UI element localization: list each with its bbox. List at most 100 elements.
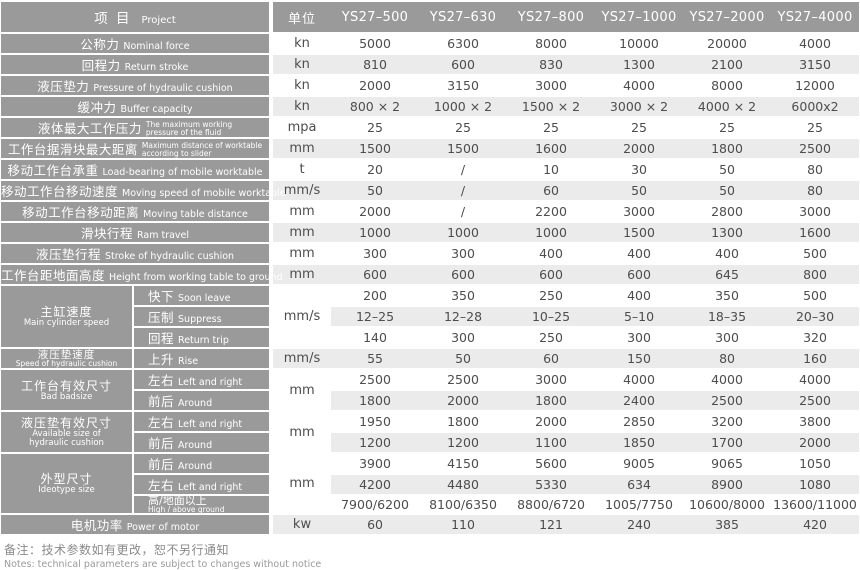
value-cell: 4480 xyxy=(419,474,508,496)
unit-cell: kw xyxy=(271,514,332,536)
value-cell: 2500 xyxy=(683,390,772,412)
value-cell: 350 xyxy=(683,285,772,307)
value-cell: 12–28 xyxy=(419,306,508,328)
value-cell: 3150 xyxy=(419,75,508,97)
value-cell: 1600 xyxy=(507,138,596,160)
value-cell: 300 xyxy=(331,243,420,265)
unit-cell: mm xyxy=(271,453,332,515)
table-row: 工作台距地面高度 Height from working table to gro… xyxy=(1,264,860,286)
label-zh: 左右 xyxy=(148,478,175,493)
unit-cell: mm/s xyxy=(271,348,332,370)
table-row: 液压垫力 Pressure of hydraulic cushion kn 2000 3… xyxy=(1,75,860,97)
label-en: Buffer capacity xyxy=(120,104,193,115)
value-cell: 830 xyxy=(507,54,596,76)
row-label: 移动工作台移动速度 Moving speed of mobile worktabl… xyxy=(1,180,286,202)
label-zh: 前后 xyxy=(148,436,175,451)
label-en: Around xyxy=(178,440,213,451)
value-cell: 12000 xyxy=(771,75,860,97)
value-cell: 25 xyxy=(419,117,508,139)
value-cell: 140 xyxy=(331,327,420,349)
value-cell: 25 xyxy=(771,117,860,139)
value-cell: 1300 xyxy=(595,54,684,76)
value-cell: 1500 xyxy=(331,138,420,160)
value-cell: 240 xyxy=(595,514,684,536)
label-zh: 外型尺寸 xyxy=(40,472,93,486)
value-cell: 10000 xyxy=(595,33,684,55)
value-cell: 8000 xyxy=(683,75,772,97)
table-row: 移动工作台移动速度 Moving speed of mobile worktabl… xyxy=(1,180,860,202)
value-cell: 1500 xyxy=(595,222,684,244)
sub-label: 左右 Left and right xyxy=(131,474,274,496)
value-cell: 600 xyxy=(507,264,596,286)
label-en: Return stroke xyxy=(124,62,189,73)
unit-cell: mm xyxy=(271,243,332,265)
value-cell: 50 xyxy=(595,180,684,202)
value-cell: 1200 xyxy=(419,432,508,454)
label-zh: 回程 xyxy=(148,331,175,346)
value-cell: 2400 xyxy=(595,390,684,412)
sub-label: 前后 Around xyxy=(131,390,274,412)
table-row: 左右 Left and right 4200 4480 5330 634 8900 1080 xyxy=(1,474,860,496)
label-en: Maximum distance of worktable according t… xyxy=(141,140,263,158)
model-header: YS27–500 xyxy=(331,2,420,34)
value-cell: 3150 xyxy=(771,54,860,76)
label-zh: 公称力 xyxy=(80,37,120,52)
label-en: Suppress xyxy=(178,314,222,325)
value-cell: 2850 xyxy=(595,411,684,433)
label-en: Around xyxy=(178,461,213,472)
value-cell: / xyxy=(419,180,508,202)
value-cell: 5–10 xyxy=(595,306,684,328)
label-zh: 液体最大工作压力 xyxy=(37,121,142,136)
label-zh: 液压垫力 xyxy=(37,79,90,94)
label-en: Speed of hydraulic cushion xyxy=(15,359,118,368)
unit-cell: mm xyxy=(271,222,332,244)
sub-label: 前后 Around xyxy=(131,453,274,475)
value-cell: 8000 xyxy=(507,33,596,55)
label-en: Load-bearing of mobile worktable xyxy=(102,167,263,178)
value-cell: 2000 xyxy=(331,75,420,97)
value-cell: 1000 × 2 xyxy=(419,96,508,118)
value-cell: 3200 xyxy=(683,411,772,433)
value-cell: 1500 xyxy=(419,138,508,160)
value-cell: 2100 xyxy=(683,54,772,76)
value-cell: 1100 xyxy=(507,432,596,454)
label-zh: 工作台距地面高度 xyxy=(1,268,106,283)
label-en: Rise xyxy=(178,356,199,367)
value-cell: 810 xyxy=(331,54,420,76)
value-cell: 645 xyxy=(683,264,772,286)
value-cell: 420 xyxy=(771,514,860,536)
value-cell: 400 xyxy=(507,243,596,265)
value-cell: 600 xyxy=(419,264,508,286)
value-cell: 4000 × 2 xyxy=(683,96,772,118)
label-en: Left and right xyxy=(178,419,243,430)
value-cell: 4150 xyxy=(419,453,508,475)
value-cell: 13600/11000 xyxy=(771,495,860,515)
value-cell: 600 xyxy=(419,54,508,76)
value-cell: 4200 xyxy=(331,474,420,496)
row-label: 移动工作台移动距离 Moving table distance xyxy=(1,201,274,223)
unit-cell: kn xyxy=(271,54,332,76)
unit-cell: t xyxy=(271,159,332,181)
value-cell: 300 xyxy=(419,243,508,265)
value-cell: 80 xyxy=(771,159,860,181)
unit-cell: kn xyxy=(271,96,332,118)
row-label: 液压垫行程 Stroke of hydraulic cushion xyxy=(1,243,274,265)
spec-table: 项 目 Project 单位 YS27–500 YS27–630 YS27–800 YS… xyxy=(1,2,860,536)
table-row: 公称力 Nominal force kn 5000 6300 8000 10000 20000… xyxy=(1,33,860,55)
value-cell: 1850 xyxy=(595,432,684,454)
value-cell: 400 xyxy=(595,243,684,265)
sub-label: 前后 Around xyxy=(131,432,274,454)
project-header: 项 目 Project xyxy=(1,2,274,34)
value-cell: 400 xyxy=(595,285,684,307)
table-row: 外型尺寸 Ideotype size 前后 Around mm 3900 4150 5600 9… xyxy=(1,453,860,515)
value-cell: 1300 xyxy=(683,222,772,244)
value-cell: 1800 xyxy=(683,138,772,160)
value-cell: 3000 xyxy=(507,369,596,391)
table-row: 工作台有效尺寸 Bad badsize 左右 Left and right mm 2500… xyxy=(1,369,860,412)
value-cell: 3000 xyxy=(595,201,684,223)
value-cell: 8800/6720 xyxy=(507,495,596,515)
value-cell: 25 xyxy=(683,117,772,139)
value-cell: 25 xyxy=(595,117,684,139)
value-cell: 2000 xyxy=(771,432,860,454)
model-header: YS27–800 xyxy=(507,2,596,34)
